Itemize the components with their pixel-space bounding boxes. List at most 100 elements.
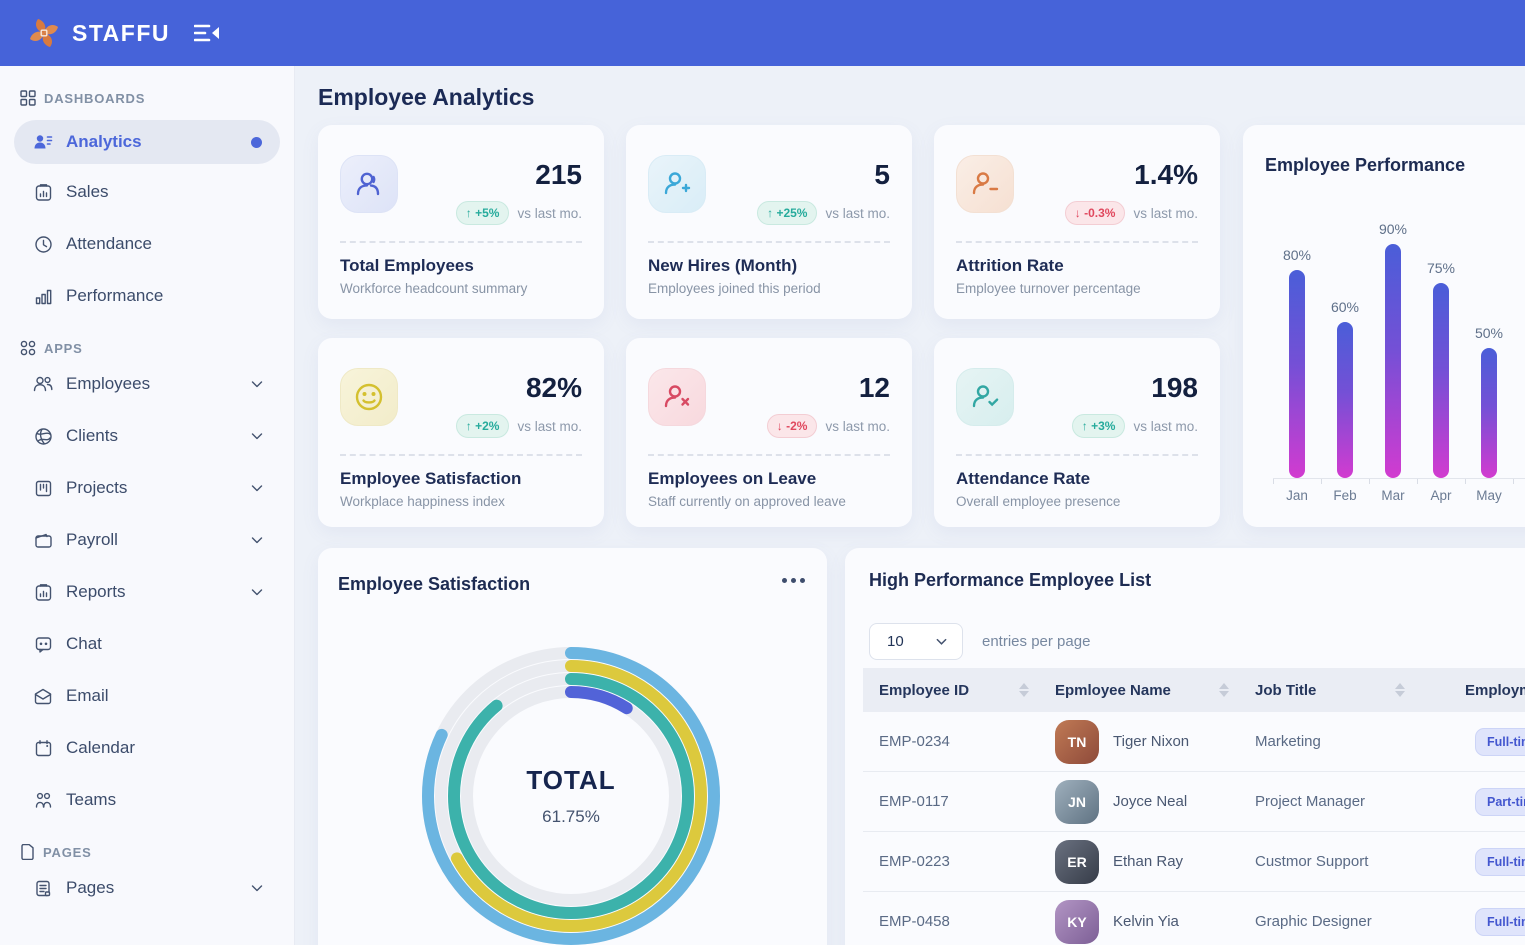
delta-value: +3%: [1091, 419, 1116, 433]
more-menu-button[interactable]: [782, 578, 805, 583]
sidebar-item-employees[interactable]: Employees: [0, 358, 294, 410]
radial-arc: [422, 647, 720, 945]
x-axis-label: Apr: [1430, 488, 1452, 503]
stat-title: New Hires (Month): [648, 256, 798, 275]
bar: [1385, 244, 1401, 478]
stat-subtitle: Workplace happiness index: [340, 494, 505, 509]
person-plus-icon: [648, 155, 706, 213]
sort-icon[interactable]: [1395, 683, 1405, 697]
sidebar-item-pages[interactable]: Pages: [0, 862, 294, 914]
sidebar-item-calendar[interactable]: Calendar: [0, 722, 294, 774]
radial-chart: [416, 641, 726, 945]
chevron-down-icon: [250, 481, 264, 495]
people-icon: [33, 374, 53, 394]
clipboard-data-icon: [33, 582, 53, 602]
employee-id: EMP-0117: [879, 793, 949, 810]
vs-label: vs last mo.: [825, 205, 890, 221]
bar: [1433, 283, 1449, 478]
employee-id: EMP-0234: [879, 733, 950, 750]
chat-icon: [33, 634, 53, 654]
employee-id: EMP-0458: [879, 913, 950, 930]
sidebar-section-apps: APPS: [0, 338, 294, 358]
sidebar-item-chat[interactable]: Chat: [0, 618, 294, 670]
bar-column: 90%: [1369, 221, 1417, 478]
bar-chart-icon: [33, 286, 53, 306]
app-name: STAFFU: [72, 19, 171, 46]
bar-chart: 80% 60% 90% 75% 50% Jan Feb Mar Apr May: [1273, 218, 1525, 503]
radial-arc: [461, 686, 681, 906]
stat-card-new-hires: 5 ↑ +25% vs last mo. New Hires (Month) E…: [626, 125, 912, 319]
sidebar-item-reports[interactable]: Reports: [0, 566, 294, 618]
dashed-divider: [340, 454, 582, 456]
sidebar-item-label: Projects: [66, 478, 128, 497]
sidebar-item-label: Calendar: [66, 738, 135, 757]
vs-label: vs last mo.: [517, 205, 582, 221]
calendar-icon: [33, 738, 53, 758]
smiley-icon: [340, 368, 398, 426]
sidebar-item-email[interactable]: Email: [0, 670, 294, 722]
sidebar-item-projects[interactable]: Projects: [0, 462, 294, 514]
sidebar-item-label: Employees: [66, 374, 151, 393]
stat-subtitle: Employees joined this period: [648, 281, 821, 296]
table-body: EMP-0234 TN Tiger Nixon Marketing Full-ti…: [863, 712, 1525, 945]
vs-label: vs last mo.: [1133, 418, 1198, 434]
bar: [1337, 322, 1353, 478]
delta-badge: ↑ +25%: [757, 201, 818, 225]
file-text-icon: [33, 878, 53, 898]
section-label: PAGES: [43, 844, 92, 860]
stat-value: 198: [1151, 372, 1198, 403]
employee-name: Joyce Neal: [1113, 793, 1188, 810]
avatar: TN: [1055, 719, 1099, 764]
bar-value-label: 80%: [1282, 247, 1312, 263]
person-check-icon: [956, 368, 1014, 426]
total-value: 61.75%: [542, 807, 600, 826]
page-title: Employee Analytics: [318, 84, 535, 110]
sidebar-item-teams[interactable]: Teams: [0, 774, 294, 826]
employment-type-badge: Full-time: [1475, 847, 1525, 876]
main-content: Employee Analytics 215 ↑ +5% vs last mo.…: [295, 66, 1525, 945]
stat-value: 82%: [525, 372, 582, 403]
column-label: Employment: [1465, 681, 1525, 699]
clock-icon: [33, 234, 53, 254]
high-performance-list-card: High Performance Employee List 10 entrie…: [845, 548, 1525, 945]
vs-label: vs last mo.: [1133, 205, 1198, 221]
chevron-down-icon: [250, 585, 264, 599]
stat-title: Total Employees: [340, 256, 474, 275]
sidebar-item-sales[interactable]: Sales: [0, 166, 294, 218]
vs-label: vs last mo.: [825, 418, 890, 434]
envelope-icon: [33, 686, 53, 706]
dashed-divider: [340, 241, 582, 243]
person-minus-icon: [956, 155, 1014, 213]
sidebar-item-analytics[interactable]: Analytics: [14, 120, 280, 164]
sidebar-item-payroll[interactable]: Payroll: [0, 514, 294, 566]
stat-card-attrition-rate: 1.4% ↓ -0.3% vs last mo. Attrition Rate …: [934, 125, 1220, 319]
entries-per-page-select[interactable]: 10: [869, 623, 963, 660]
employee-name: Ethan Ray: [1113, 853, 1184, 870]
stat-card-employees-on-leave: 12 ↓ -2% vs last mo. Employees on Leave …: [626, 338, 912, 527]
chevron-down-icon: [250, 533, 264, 547]
sidebar-toggle-button[interactable]: [194, 23, 220, 43]
delta-value: +2%: [475, 419, 500, 433]
sidebar-item-label: Payroll: [66, 530, 118, 549]
employee-name: Kelvin Yia: [1113, 913, 1179, 930]
stat-card-attendance-rate: 198 ↑ +3% vs last mo. Attendance Rate Ov…: [934, 338, 1220, 527]
stat-value: 1.4%: [1134, 159, 1198, 190]
sort-icon[interactable]: [1019, 683, 1029, 697]
person-icon: [340, 155, 398, 213]
delta-value: -0.3%: [1084, 206, 1116, 220]
sidebar-item-clients[interactable]: Clients: [0, 410, 294, 462]
bar-column: 50%: [1465, 325, 1513, 478]
stat-title: Attendance Rate: [956, 469, 1091, 488]
table-row[interactable]: EMP-0223 ER Ethan Ray Custmor Support Ful…: [863, 832, 1525, 892]
table-row[interactable]: EMP-0458 KY Kelvin Yia Graphic Designer F…: [863, 892, 1525, 945]
column-label: Epmloyee Name: [1055, 681, 1171, 699]
clipboard-data-icon: [33, 182, 53, 202]
sidebar-item-attendance[interactable]: Attendance: [0, 218, 294, 270]
table-row[interactable]: EMP-0117 JN Joyce Neal Project Manager Pa…: [863, 772, 1525, 832]
table-row[interactable]: EMP-0234 TN Tiger Nixon Marketing Full-ti…: [863, 712, 1525, 772]
sidebar-item-label: Teams: [66, 790, 117, 809]
sidebar-item-performance[interactable]: Performance: [0, 270, 294, 322]
entries-per-page-label: entries per page: [982, 633, 1091, 650]
sort-icon[interactable]: [1219, 683, 1229, 697]
arrow-down-icon: ↓: [776, 419, 783, 433]
